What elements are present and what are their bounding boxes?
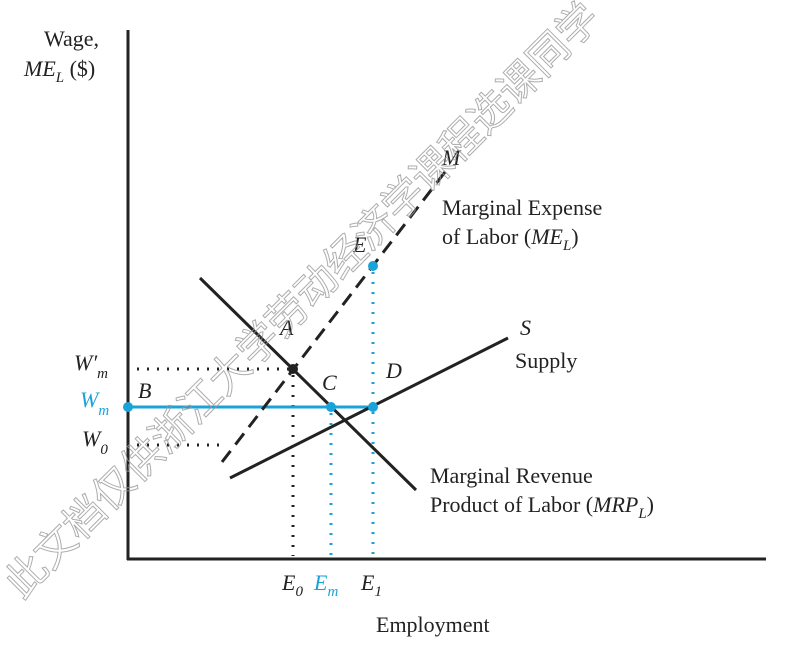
me-label: Marginal Expense: [442, 195, 602, 220]
employment-tick: Em: [313, 570, 338, 600]
label-var: MRP: [592, 492, 638, 517]
label-part: ): [647, 492, 654, 517]
label-part: Product of Labor (: [430, 492, 593, 517]
tick-sub: 0: [100, 442, 108, 458]
tick-var: W: [82, 426, 102, 451]
point-label: E: [352, 232, 367, 257]
point-label: M: [441, 145, 462, 170]
tick-sub: m: [327, 584, 338, 600]
point-label: S: [520, 315, 531, 340]
y-axis-label: MEL ($): [23, 56, 95, 86]
me-label: of Labor (MEL): [442, 224, 579, 254]
point-label: A: [278, 315, 294, 340]
label-rest: ($): [64, 56, 95, 81]
employment-tick: E1: [360, 570, 382, 600]
label-var: ME: [530, 224, 563, 249]
wage-tick: W′m: [74, 350, 108, 382]
supply-label: Supply: [515, 348, 577, 373]
mrp-curve: [198, 276, 418, 492]
mrp-label: Product of Labor (MRPL): [430, 492, 654, 522]
point-e: [368, 261, 378, 271]
label-part: ): [571, 224, 578, 249]
wage-tick: Wm: [80, 387, 109, 419]
me-curve: [220, 171, 447, 463]
wage-tick: W0: [82, 426, 108, 458]
point-d: [368, 402, 378, 412]
x-axis-label: Employment: [376, 612, 490, 637]
label-sub: L: [562, 238, 571, 254]
label-part: of Labor (: [442, 224, 531, 249]
tick-var: E: [360, 570, 375, 595]
label-sub: L: [637, 506, 646, 522]
axes: [126, 30, 766, 561]
tick-var: E: [313, 570, 328, 595]
tick-var: W: [80, 387, 100, 412]
tick-sub: m: [98, 403, 109, 419]
label-sub: L: [55, 70, 64, 86]
point-label: B: [138, 378, 151, 403]
tick-sub: m: [97, 366, 108, 382]
employment-tick: E0: [281, 570, 303, 600]
tick-sub: 0: [295, 584, 303, 600]
tick-sub: 1: [374, 584, 382, 600]
point-a: [288, 364, 298, 374]
point-b: [123, 402, 133, 412]
label-var: ME: [23, 56, 56, 81]
point-label: D: [385, 358, 402, 383]
tick-var: W′: [74, 350, 98, 375]
mrp-label: Marginal Revenue: [430, 463, 593, 488]
point-c: [326, 402, 336, 412]
tick-var: E: [281, 570, 296, 595]
dotted-guides: [137, 272, 375, 556]
point-label: C: [322, 370, 337, 395]
y-axis-label: Wage,: [44, 26, 99, 51]
